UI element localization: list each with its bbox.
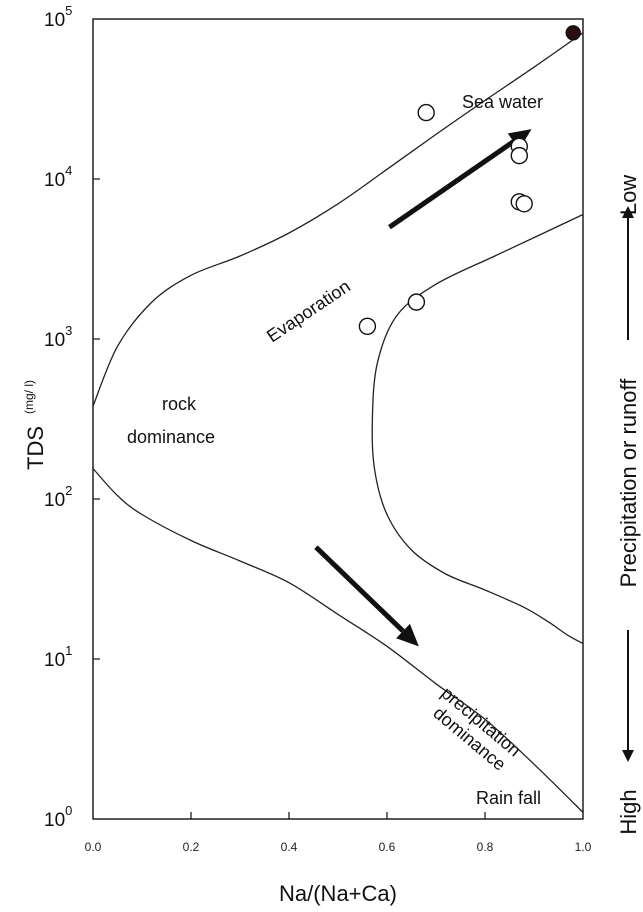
rock-dominance-label-line2: dominance	[127, 427, 215, 447]
y-tick-label: 105	[44, 3, 72, 31]
side-axis-high-label: High	[616, 789, 641, 834]
sample-point	[358, 317, 377, 336]
x-tick-label: 0.6	[379, 840, 396, 854]
y-tick-exponent: 2	[65, 483, 72, 498]
boundary-curves	[92, 32, 584, 813]
x-tick-label: 1.0	[575, 840, 592, 854]
boundary-curve-lower	[92, 468, 584, 813]
process-arrows	[314, 129, 532, 647]
y-tick-label: 100	[44, 803, 72, 831]
x-tick-label: 0.2	[183, 840, 200, 854]
x-tick-label: 0.0	[85, 840, 102, 854]
plot-frame	[92, 18, 584, 820]
rain-fall-label: Rain fall	[476, 788, 541, 808]
precipitation-arrow-shaft	[314, 545, 405, 633]
x-axis-ticks: 0.0 0.2 0.4 0.6 0.8 1.0	[85, 812, 592, 854]
x-tick-label: 0.4	[281, 840, 298, 854]
y-tick-exponent: 1	[65, 643, 72, 658]
x-axis-title: Na/(Na+Ca)	[279, 881, 397, 906]
sea-water-label: Sea water	[462, 92, 543, 112]
sample-point	[407, 293, 426, 311]
y-tick-label: 103	[44, 323, 72, 351]
y-axis-title: TDS	[23, 426, 48, 470]
y-tick-exponent: 5	[65, 3, 72, 18]
side-axis-up-arrowhead-icon	[622, 206, 634, 218]
sample-point	[515, 195, 533, 213]
data-points	[358, 25, 581, 336]
side-axis-down-arrowhead-icon	[622, 750, 634, 762]
rock-dominance-label-line1: rock	[162, 394, 197, 414]
boundary-curve-upper	[92, 32, 584, 407]
y-axis-title-group: TDS (mg/ l)	[22, 380, 48, 470]
side-axis-title: Precipitation or runoff	[616, 378, 641, 588]
y-tick-label: 104	[44, 163, 72, 191]
y-tick-label: 101	[44, 643, 72, 671]
precipitation-arrow-head-icon	[396, 623, 419, 647]
x-tick-label: 0.8	[477, 840, 494, 854]
y-tick-exponent: 4	[65, 163, 72, 178]
y-tick-label: 102	[44, 483, 72, 511]
boundary-curve-inner	[371, 213, 584, 645]
y-axis-unit: (mg/ l)	[22, 380, 36, 414]
sample-point	[417, 103, 435, 122]
evaporation-arrow-shaft	[388, 139, 515, 230]
y-tick-exponent: 0	[65, 803, 72, 818]
sample-point	[510, 146, 528, 165]
evaporation-label: Evaporation	[263, 276, 354, 346]
runoff-side-axis: Low Precipitation or runoff High	[616, 175, 641, 835]
sea-water-point	[565, 25, 581, 41]
y-tick-exponent: 3	[65, 323, 72, 338]
